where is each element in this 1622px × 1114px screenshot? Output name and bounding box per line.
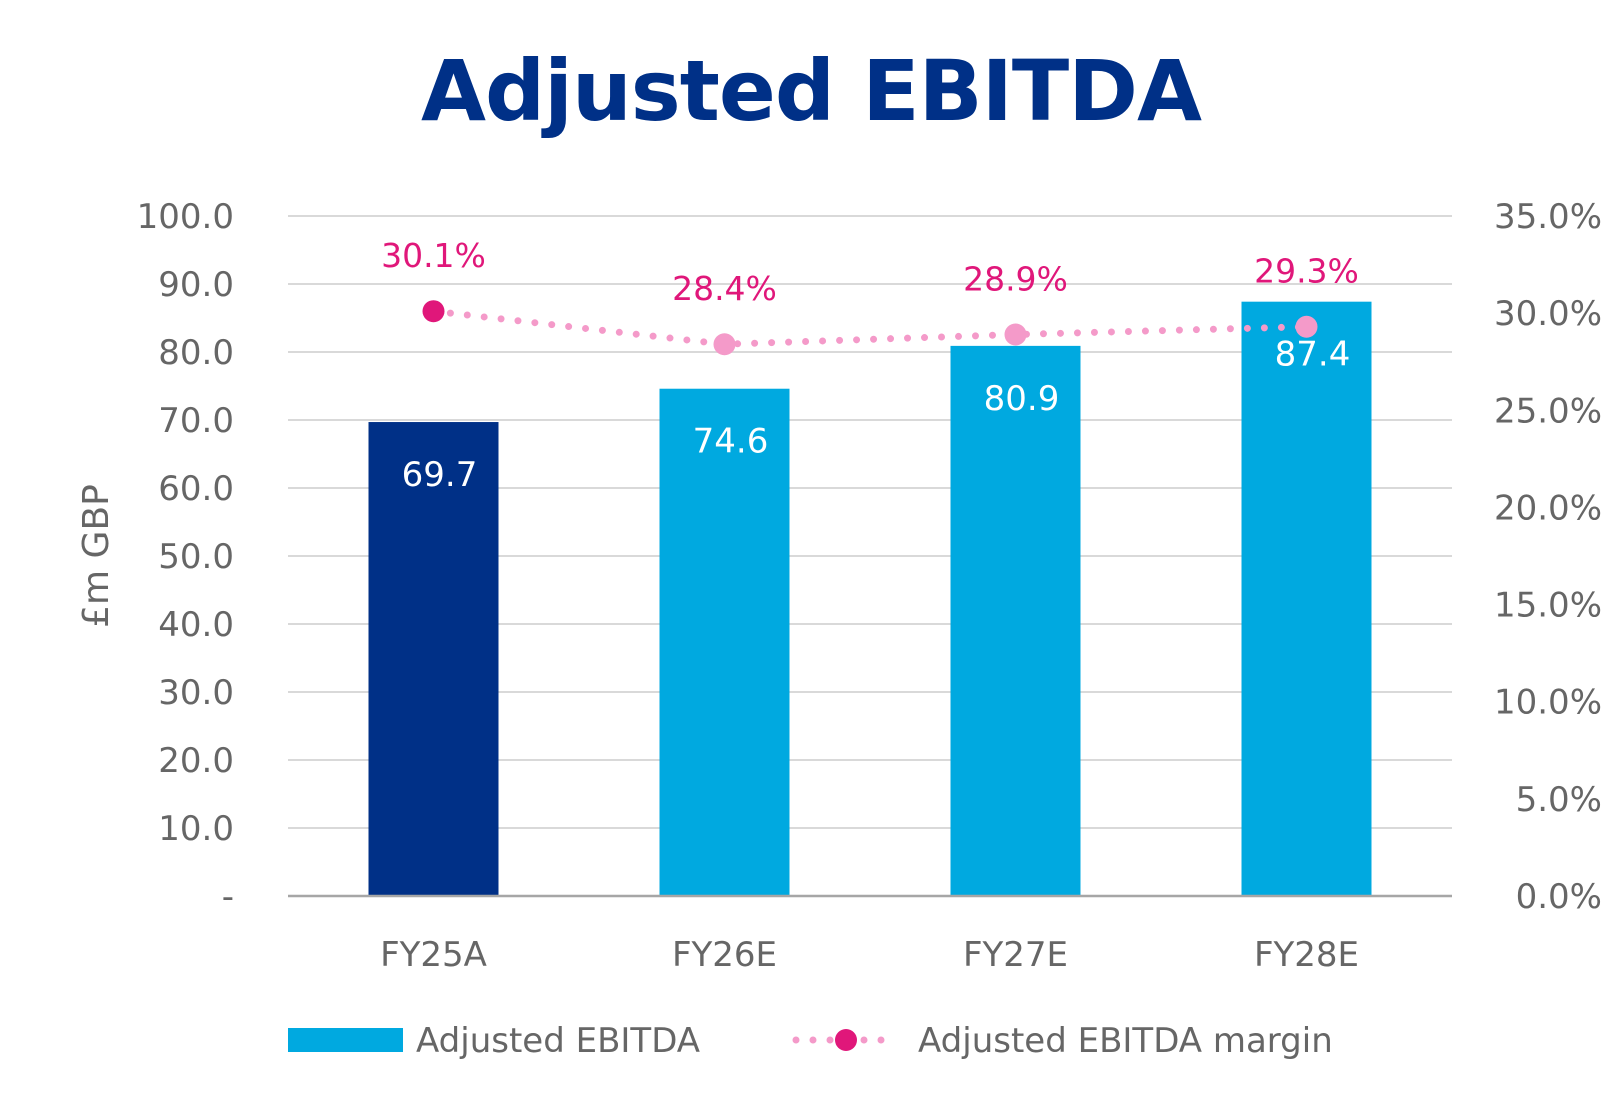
y-tick-label: - bbox=[222, 877, 234, 917]
bar-data-label: 69.7 bbox=[402, 455, 478, 495]
y-axis-title: £m GBP bbox=[76, 484, 117, 628]
y-tick-label: 60.0 bbox=[158, 469, 234, 509]
margin-point bbox=[1004, 323, 1027, 346]
y-tick-label: 40.0 bbox=[158, 605, 234, 645]
legend-bar-label: Adjusted EBITDA bbox=[416, 1021, 700, 1061]
bar bbox=[1241, 301, 1372, 896]
y-tick-label: 100.0 bbox=[137, 197, 234, 237]
margin-point bbox=[422, 300, 445, 323]
y2-tick-label: 35.0% bbox=[1494, 197, 1602, 237]
y-tick-label: 30.0 bbox=[158, 673, 234, 713]
margin-data-label: 28.9% bbox=[963, 260, 1068, 299]
bar bbox=[659, 388, 790, 896]
y2-tick-label: 10.0% bbox=[1494, 683, 1602, 723]
x-tick-label: FY28E bbox=[1254, 935, 1359, 975]
y-tick-label: 90.0 bbox=[158, 265, 234, 305]
bar-data-label: 80.9 bbox=[984, 379, 1060, 419]
x-tick-label: FY27E bbox=[963, 935, 1068, 975]
margin-line bbox=[430, 307, 1310, 348]
bar-data-label: 74.6 bbox=[693, 422, 769, 462]
y-tick-label: 80.0 bbox=[158, 333, 234, 373]
bar-data-label: 87.4 bbox=[1275, 335, 1351, 375]
y2-tick-label: 0.0% bbox=[1516, 877, 1602, 917]
bar bbox=[368, 422, 499, 896]
x-tick-label: FY26E bbox=[672, 935, 777, 975]
y2-tick-label: 5.0% bbox=[1516, 780, 1602, 820]
chart-title: Adjusted EBITDA bbox=[421, 42, 1202, 140]
legend-bar-swatch bbox=[288, 1028, 403, 1052]
y-tick-label: 10.0 bbox=[158, 809, 234, 849]
legend-line-label: Adjusted EBITDA margin bbox=[918, 1021, 1333, 1061]
margin-data-label: 29.3% bbox=[1254, 252, 1359, 291]
x-tick-label: FY25A bbox=[380, 935, 487, 975]
y-tick-label: 70.0 bbox=[158, 401, 234, 441]
y2-tick-label: 30.0% bbox=[1494, 294, 1602, 334]
bar bbox=[950, 345, 1081, 896]
y-tick-label: 20.0 bbox=[158, 741, 234, 781]
y2-tick-label: 20.0% bbox=[1494, 488, 1602, 528]
margin-point bbox=[713, 333, 736, 356]
y2-tick-label: 25.0% bbox=[1494, 391, 1602, 431]
margin-data-label: 30.1% bbox=[381, 236, 486, 275]
margin-point bbox=[1295, 315, 1318, 338]
y-tick-label: 50.0 bbox=[158, 537, 234, 577]
legend-line-marker bbox=[835, 1029, 857, 1051]
margin-data-label: 28.4% bbox=[672, 269, 777, 308]
y2-tick-label: 15.0% bbox=[1494, 586, 1602, 626]
